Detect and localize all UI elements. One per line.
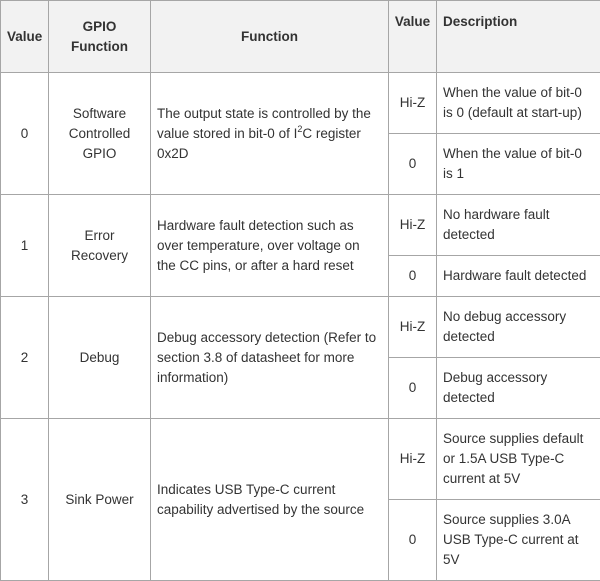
- state-description: No hardware fault detected: [437, 195, 600, 256]
- header-gpio-function: GPIO Function: [49, 1, 151, 73]
- row-function: Debug accessory detection (Refer to sect…: [151, 297, 389, 419]
- row-gpio-function: Debug: [49, 297, 151, 419]
- state-description: When the value of bit-0 is 1: [437, 134, 600, 195]
- row-value: 3: [1, 419, 49, 581]
- state-value: Hi-Z: [389, 73, 437, 134]
- row-function: The output state is controlled by the va…: [151, 73, 389, 195]
- state-value: 0: [389, 256, 437, 297]
- function-text: Indicates USB Type-C current capability …: [157, 482, 364, 517]
- state-description: Debug accessory detected: [437, 358, 600, 419]
- row-gpio-function: Sink Power: [49, 419, 151, 581]
- state-value: Hi-Z: [389, 195, 437, 256]
- row-function: Hardware fault detection such as over te…: [151, 195, 389, 297]
- state-description: Source supplies 3.0A USB Type-C current …: [437, 500, 600, 581]
- header-function: Function: [151, 1, 389, 73]
- state-value: Hi-Z: [389, 419, 437, 500]
- row-value: 0: [1, 73, 49, 195]
- state-description: Source supplies default or 1.5A USB Type…: [437, 419, 600, 500]
- state-value: 0: [389, 500, 437, 581]
- row-gpio-function: Error Recovery: [49, 195, 151, 297]
- header-description: Description: [437, 1, 600, 73]
- header-value: Value: [1, 1, 49, 73]
- state-description: Hardware fault detected: [437, 256, 600, 297]
- row-value: 1: [1, 195, 49, 297]
- state-value: 0: [389, 134, 437, 195]
- header-state-value: Value: [389, 1, 437, 73]
- row-function: Indicates USB Type-C current capability …: [151, 419, 389, 581]
- state-value: Hi-Z: [389, 297, 437, 358]
- state-value: 0: [389, 358, 437, 419]
- header-row: Value GPIO Function Function Value Descr…: [1, 1, 600, 73]
- state-description: No debug accessory detected: [437, 297, 600, 358]
- function-text: Hardware fault detection such as over te…: [157, 218, 360, 273]
- row-value: 2: [1, 297, 49, 419]
- function-text: Debug accessory detection (Refer to sect…: [157, 330, 376, 385]
- state-description: When the value of bit-0 is 0 (default at…: [437, 73, 600, 134]
- row-gpio-function: Software Controlled GPIO: [49, 73, 151, 195]
